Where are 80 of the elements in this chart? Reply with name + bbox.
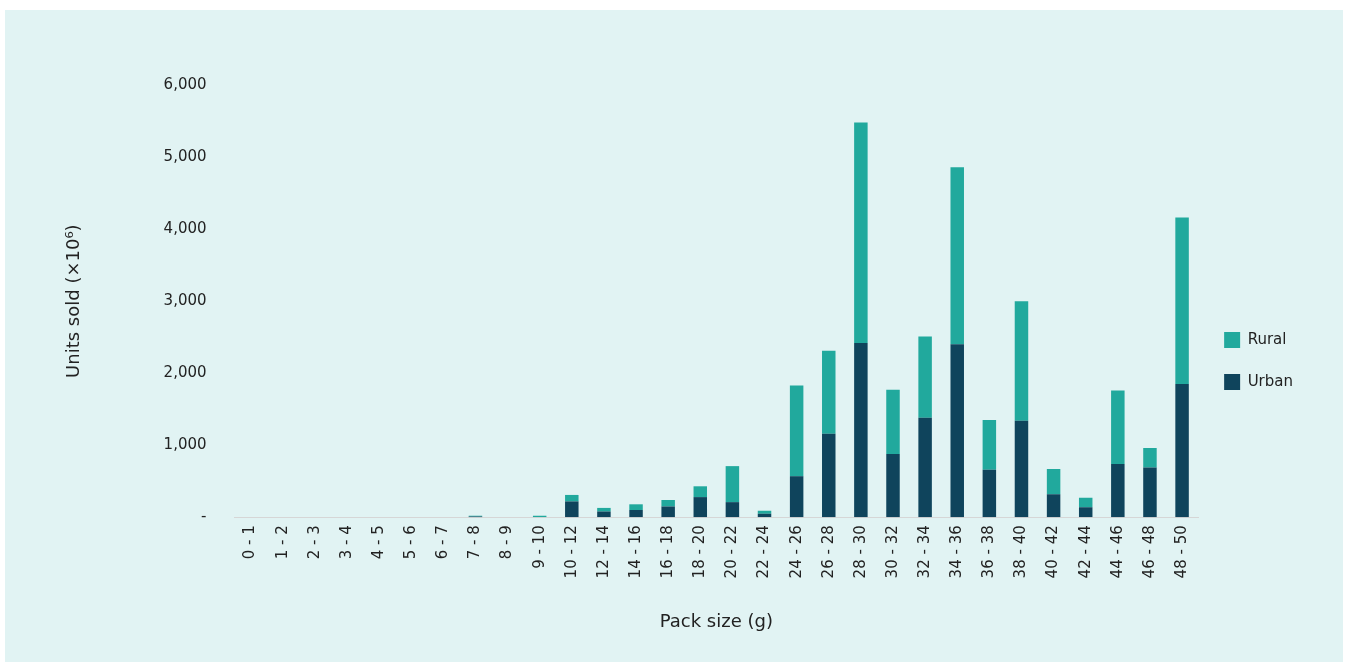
x-tick-label: 16 - 18 xyxy=(658,525,677,579)
x-tick-label: 44 - 46 xyxy=(1107,525,1126,579)
bar xyxy=(629,504,643,511)
bar xyxy=(1078,507,1093,518)
bar xyxy=(1046,494,1061,518)
bar xyxy=(725,466,740,503)
x-tick-label: 12 - 14 xyxy=(593,525,612,579)
bar xyxy=(757,510,772,514)
legend-label: Rural xyxy=(1247,329,1287,348)
bar xyxy=(1143,467,1157,518)
y-tick-label: 3,000 xyxy=(163,291,207,310)
y-tick-label: 5,000 xyxy=(163,146,207,165)
bar xyxy=(886,389,900,454)
x-tick-label: 22 - 24 xyxy=(754,525,773,579)
x-tick-label: 1 - 2 xyxy=(272,525,291,560)
bar xyxy=(854,122,868,343)
x-tick-label: 20 - 22 xyxy=(722,525,741,579)
bar xyxy=(693,486,708,498)
x-tick-label: 0 - 1 xyxy=(240,525,259,560)
x-tick-label: 24 - 26 xyxy=(786,525,805,579)
x-tick-label: 34 - 36 xyxy=(947,525,966,579)
bar xyxy=(565,501,579,518)
y-tick-label: - xyxy=(201,507,207,526)
bar xyxy=(597,511,611,518)
bar xyxy=(918,336,932,418)
y-tick-label: 1,000 xyxy=(163,435,207,454)
bar xyxy=(661,499,675,507)
x-tick-label: 4 - 5 xyxy=(368,525,387,560)
bar xyxy=(822,433,836,518)
bar xyxy=(950,344,964,518)
bar xyxy=(1046,469,1061,495)
x-tick-label: 6 - 7 xyxy=(433,525,452,560)
bar xyxy=(982,420,997,470)
x-tick-label: 40 - 42 xyxy=(1043,525,1062,579)
y-tick-label: 4,000 xyxy=(163,218,207,237)
bar xyxy=(789,476,804,518)
bar xyxy=(661,506,675,518)
bar xyxy=(1175,217,1189,384)
x-tick-label: 10 - 12 xyxy=(561,525,580,579)
bar xyxy=(854,342,868,518)
bar xyxy=(1111,463,1125,518)
x-tick-label: 36 - 38 xyxy=(979,525,998,579)
x-tick-label: 8 - 9 xyxy=(497,525,516,560)
x-tick-label: 2 - 3 xyxy=(304,525,323,560)
x-axis-title: Pack size (g) xyxy=(659,609,773,631)
y-tick-label: 2,000 xyxy=(163,363,207,382)
x-tick-label: 9 - 10 xyxy=(529,525,548,569)
bar xyxy=(693,497,708,518)
x-tick-label: 42 - 44 xyxy=(1075,525,1094,579)
bar xyxy=(886,453,900,518)
bar xyxy=(565,494,579,502)
bar xyxy=(1175,383,1189,518)
x-tick-label: 14 - 16 xyxy=(625,525,644,579)
x-tick-label: 30 - 32 xyxy=(882,525,901,579)
x-tick-label: 32 - 34 xyxy=(915,525,934,579)
bar xyxy=(950,167,964,345)
x-tick-label: 7 - 8 xyxy=(465,525,484,560)
bar xyxy=(1078,497,1093,508)
bar xyxy=(597,507,611,512)
x-tick-label: 28 - 30 xyxy=(850,525,869,579)
bar xyxy=(822,350,836,434)
y-tick-label: 6,000 xyxy=(163,74,207,93)
legend-label: Urban xyxy=(1247,371,1294,390)
bar xyxy=(982,469,997,518)
bar xyxy=(629,510,643,518)
x-tick-label: 38 - 40 xyxy=(1011,525,1030,579)
x-tick-label: 46 - 48 xyxy=(1139,525,1158,579)
bar xyxy=(789,385,804,477)
bar xyxy=(1014,420,1029,518)
bar xyxy=(725,502,740,518)
bar xyxy=(918,417,932,518)
y-axis-title: Units sold (×10⁶) xyxy=(62,224,84,378)
bar xyxy=(1111,390,1125,464)
bar xyxy=(1143,448,1157,468)
x-tick-label: 26 - 28 xyxy=(818,525,837,579)
x-tick-label: 3 - 4 xyxy=(336,525,355,560)
x-tick-label: 5 - 6 xyxy=(401,525,420,560)
x-tick-label: 48 - 50 xyxy=(1171,525,1190,579)
x-tick-label: 18 - 20 xyxy=(690,525,709,579)
bar xyxy=(1014,301,1029,421)
